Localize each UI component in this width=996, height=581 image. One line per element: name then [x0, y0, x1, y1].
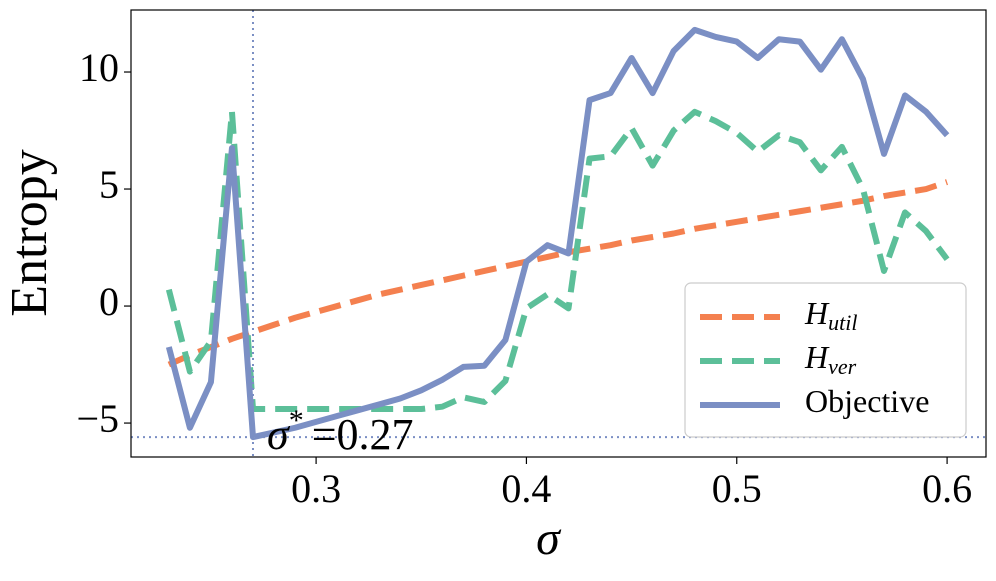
y-axis-label: Entropy [1, 149, 58, 317]
annotation-text: =0.27 [312, 410, 414, 459]
legend-label: Objective [805, 383, 929, 419]
legend-label-sub: ver [828, 354, 857, 379]
annotation: σ* =0.27 [267, 404, 414, 459]
legend-label: Hver [804, 339, 857, 379]
y-tick-label: 10 [79, 45, 119, 90]
legend-label-sub: util [828, 310, 857, 335]
plot-frame [130, 9, 987, 458]
x-tick-label: 0.3 [291, 466, 341, 511]
series-line [167, 179, 949, 368]
series-line [165, 108, 950, 413]
y-tick-label: 5 [99, 162, 119, 207]
y-tick-label: 0 [99, 279, 119, 324]
legend-label-main: H [804, 339, 830, 375]
y-tick-label: −5 [76, 396, 119, 441]
x-tick-label: 0.4 [501, 466, 551, 511]
series-line [165, 26, 950, 441]
x-tick-label: 0.5 [712, 466, 762, 511]
legend-label-main: Objective [805, 383, 929, 419]
legend-label: Hutil [804, 295, 857, 335]
x-axis-label: σ [536, 512, 562, 565]
annotation-sup: * [289, 404, 304, 437]
annotation-symbol: σ [267, 410, 291, 459]
legend-box [684, 282, 967, 438]
x-tick-label: 0.6 [922, 466, 972, 511]
legend-label-main: H [804, 295, 830, 331]
